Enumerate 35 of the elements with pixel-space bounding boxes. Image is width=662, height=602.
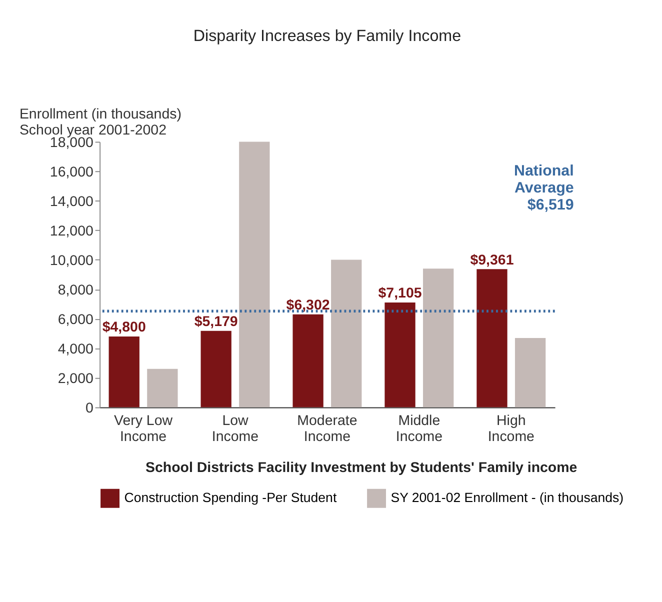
y-tick-label: 14,000 (50, 194, 94, 210)
y-tick-label: 2,000 (58, 371, 94, 387)
y-tick-label: 4,000 (58, 341, 94, 358)
bar (147, 368, 178, 408)
y-tick-label: 8,000 (58, 282, 94, 298)
legend-title: School Districts Facility Investment by Students' Family income (146, 460, 578, 476)
chart-title: Disparity Increases by Family Income (193, 27, 462, 46)
data-label: $6,302 (286, 298, 330, 314)
x-tick-label: Low Income (212, 412, 259, 445)
legend-label: Construction Spending -Per Student (124, 490, 337, 506)
ref-line-label: National Average $6,519 (514, 162, 574, 214)
data-label: $5,179 (194, 314, 238, 330)
text: Enrollment (in thousands) (19, 106, 182, 122)
bar (200, 330, 232, 408)
data-label: $4,800 (102, 320, 146, 336)
y-tick-label: 6,000 (58, 312, 94, 328)
x-tick-label: Middle Income (396, 412, 443, 445)
bar (108, 336, 140, 408)
x-tick-label: High Income (488, 412, 535, 445)
bar (292, 314, 324, 408)
x-tick-label: Moderate Income (297, 412, 358, 445)
bar (331, 260, 362, 408)
data-label: $9,361 (470, 252, 514, 268)
y-tick-label: 12,000 (50, 223, 94, 240)
legend-label: SY 2001-02 Enrollment - (in thousands) (390, 490, 624, 506)
y-tick-label: 16,000 (50, 164, 94, 180)
data-label: $7,105 (378, 286, 422, 302)
bar (239, 142, 270, 408)
bar (476, 269, 508, 408)
bar (423, 268, 454, 408)
x-tick-label: Very Low Income (114, 412, 174, 445)
bar (384, 302, 416, 408)
bar (514, 338, 546, 408)
y-tick-label: 10,000 (50, 252, 94, 269)
y-tick-label: 0 (86, 400, 94, 417)
